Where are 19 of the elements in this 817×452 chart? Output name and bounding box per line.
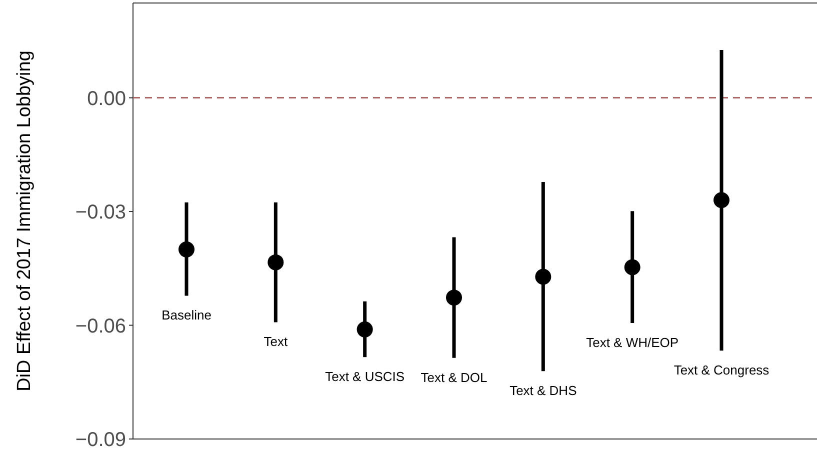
x-tick-label: Baseline — [162, 308, 212, 323]
y-tick-label: −0.03 — [75, 202, 126, 224]
x-tick-label: Text & DHS — [510, 383, 578, 398]
point — [535, 268, 552, 285]
y-axis-title: DiD Effect of 2017 Immigration Lobbying — [14, 50, 35, 392]
y-tick-label: −0.06 — [75, 315, 126, 338]
y-tick-label: −0.09 — [75, 429, 126, 451]
y-tick-label: 0.00 — [87, 88, 126, 110]
point — [714, 192, 730, 208]
point — [624, 259, 640, 276]
x-tick-label: Text & DOL — [420, 370, 488, 385]
x-tick-label: Text & WH/EOP — [586, 334, 679, 350]
point — [178, 241, 194, 258]
x-tick-label: Text & USCIS — [325, 369, 405, 384]
x-tick-label: Text & Congress — [674, 362, 770, 378]
point — [446, 290, 462, 306]
x-tick-label: Text — [264, 334, 288, 350]
point — [268, 254, 284, 270]
point — [356, 321, 373, 338]
